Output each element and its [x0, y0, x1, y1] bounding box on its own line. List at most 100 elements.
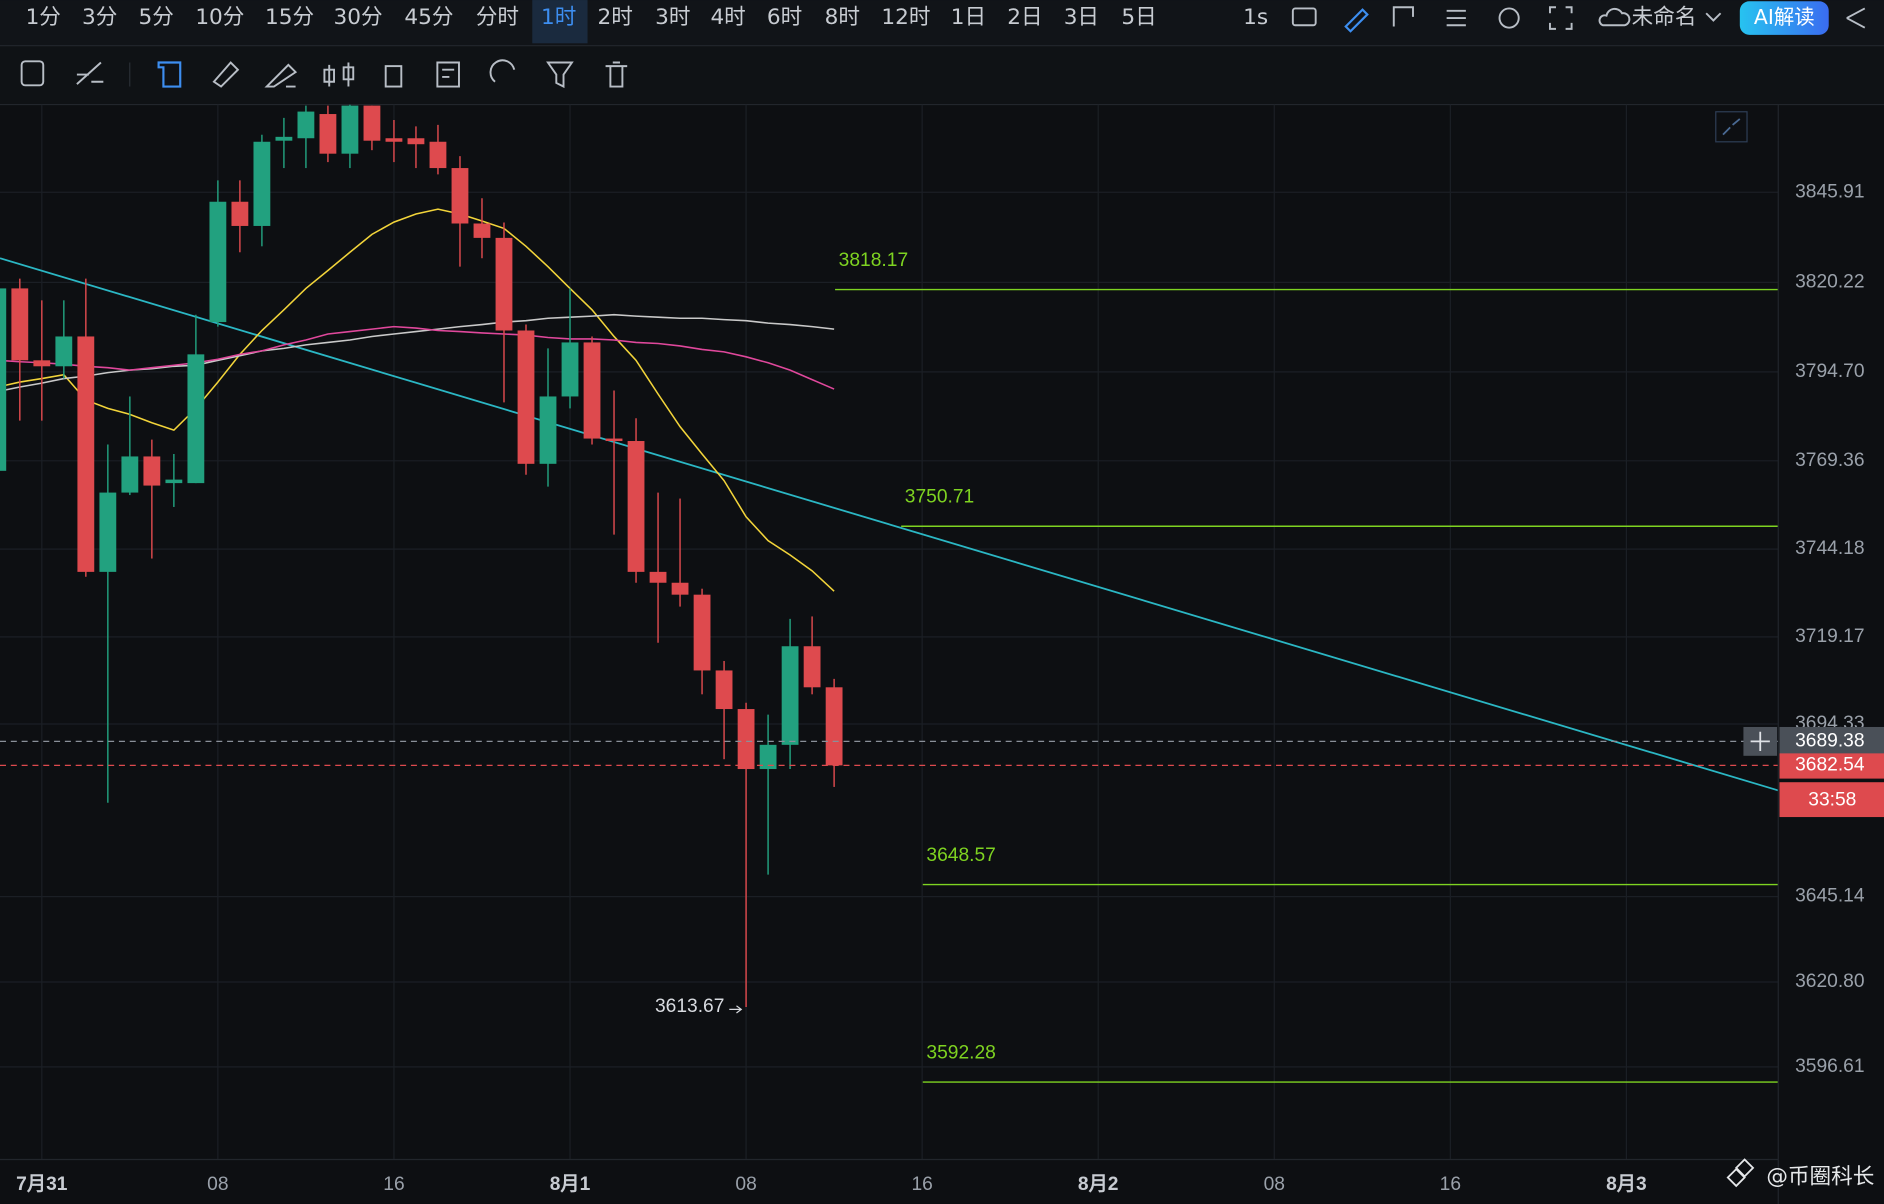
timeframe[interactable]: 3日: [1064, 5, 1099, 30]
candle-body: [583, 342, 601, 439]
candle-body: [825, 687, 843, 766]
moving-average: [0, 208, 835, 592]
candle-body: [55, 336, 73, 367]
candle-body: [253, 141, 271, 226]
timeframe[interactable]: 8时: [825, 5, 860, 30]
timeframe[interactable]: 1分: [26, 5, 61, 30]
layout-name[interactable]: 未命名: [1632, 5, 1697, 30]
low-arrow: [729, 1005, 743, 1014]
timeframe[interactable]: 3分: [82, 5, 117, 30]
timeframe[interactable]: 5分: [139, 5, 174, 30]
x-tick-label: 8月2: [1078, 1174, 1119, 1195]
chevron[interactable]: [1705, 12, 1722, 22]
layout-box[interactable]: [1715, 111, 1748, 143]
layout-icon: [1722, 118, 1741, 136]
candle-body: [803, 646, 821, 688]
timeframe[interactable]: 1时: [541, 5, 576, 30]
fullscreen-icon[interactable]: [1549, 6, 1573, 30]
ai-button-label[interactable]: AI解读: [1754, 5, 1815, 29]
candle-body: [693, 594, 711, 671]
tool-icon[interactable]: [20, 60, 45, 87]
timeframe[interactable]: 4时: [710, 5, 745, 30]
last-price-label: 3682.54: [1795, 754, 1865, 775]
drawing-tools: [20, 59, 628, 89]
watermark: @币圈科长: [1766, 1165, 1874, 1190]
timeframe[interactable]: 12时: [881, 5, 930, 30]
level-label: 3648.57: [926, 845, 995, 866]
candle-body: [165, 479, 183, 484]
axes: 3845.91 3820.22 3794.70 3769.36 3744.18 3719.…: [16, 181, 1884, 1195]
frame-icon[interactable]: [1392, 6, 1414, 27]
tool-icon[interactable]: [489, 59, 516, 83]
level-label: 3750.71: [905, 486, 974, 507]
candle-body: [715, 670, 733, 710]
crosshair-label: 3689.38: [1795, 730, 1864, 751]
x-tick-label: 8月3: [1606, 1174, 1647, 1195]
tool-icon[interactable]: [323, 62, 355, 87]
grid: [0, 104, 1779, 1160]
x-tick-label: 16: [383, 1174, 404, 1195]
timeframe[interactable]: 2日: [1007, 5, 1042, 30]
timeframe[interactable]: 6时: [767, 5, 802, 30]
timeframe[interactable]: 2时: [598, 5, 633, 30]
y-tick-label: 3620.80: [1795, 971, 1864, 992]
tool-icon[interactable]: [264, 63, 298, 88]
tool-icon[interactable]: [212, 61, 240, 88]
x-tick-label: 16: [1440, 1174, 1461, 1195]
y-tick-label: 3744.18: [1795, 538, 1864, 559]
timeframe[interactable]: 3时: [655, 5, 690, 30]
share-icon[interactable]: [1846, 7, 1866, 29]
moving-average: [0, 325, 835, 390]
y-tick-label: 3820.22: [1795, 271, 1864, 292]
list-icon[interactable]: [1446, 9, 1466, 27]
timeframe[interactable]: 5日: [1121, 5, 1156, 30]
x-tick-label: 8月1: [550, 1174, 591, 1195]
tool-icon[interactable]: [546, 61, 574, 89]
watermark-icon: [1726, 1158, 1755, 1188]
countdown-bg: [1779, 782, 1884, 818]
ai-button[interactable]: [1739, 1, 1829, 35]
candle-body: [539, 396, 557, 464]
candle-body: [187, 354, 205, 484]
cloud-icon[interactable]: [1598, 7, 1631, 27]
tool-icon[interactable]: [436, 61, 460, 88]
tool-bar: [0, 45, 1884, 105]
tool-icon[interactable]: [157, 61, 182, 88]
candle-body: [605, 438, 623, 442]
candle-body: [363, 105, 381, 141]
last-price-bg: [1779, 753, 1884, 779]
add-icon: [1750, 731, 1770, 752]
tool-icon[interactable]: [384, 65, 403, 88]
candle-body: [759, 744, 777, 770]
y-tick-label: 3845.91: [1795, 181, 1864, 202]
tool-icon[interactable]: [76, 61, 104, 85]
candle-body: [407, 138, 425, 145]
timeframe[interactable]: 10分: [195, 5, 244, 30]
timeframe[interactable]: 30分: [334, 5, 383, 30]
candle-body: [33, 360, 51, 367]
y-tick-label: 3645.14: [1795, 886, 1865, 907]
candle-body: [11, 288, 29, 361]
timeframe[interactable]: 45分: [404, 5, 453, 30]
candle-body: [77, 336, 95, 572]
pen-icon[interactable]: [1344, 8, 1369, 33]
candle-body: [495, 237, 513, 331]
timeframe[interactable]: 15分: [265, 5, 314, 30]
camera-icon[interactable]: [1291, 7, 1317, 27]
candle-body: [231, 201, 249, 226]
interval[interactable]: 1s: [1243, 5, 1268, 30]
timeframes: 1分 3分 5分 10分 15分 30分 45分 分时 1时 2时 3时 4时 6时 8时 12时 1日 2日 3…: [26, 0, 1157, 44]
candle-body: [781, 646, 799, 745]
x-tick-label: 08: [207, 1174, 228, 1195]
tool-icon[interactable]: [605, 61, 628, 88]
timeframe[interactable]: 分时: [476, 5, 519, 30]
candle-body: [671, 582, 689, 595]
active-tab: [532, 0, 588, 44]
low-annotation: 3613.67: [655, 996, 724, 1017]
candle-body: [517, 330, 535, 464]
settings-icon[interactable]: [1498, 7, 1520, 29]
timeframe[interactable]: 1日: [951, 5, 986, 30]
candle-body: [649, 571, 667, 583]
candle-body: [737, 709, 755, 770]
